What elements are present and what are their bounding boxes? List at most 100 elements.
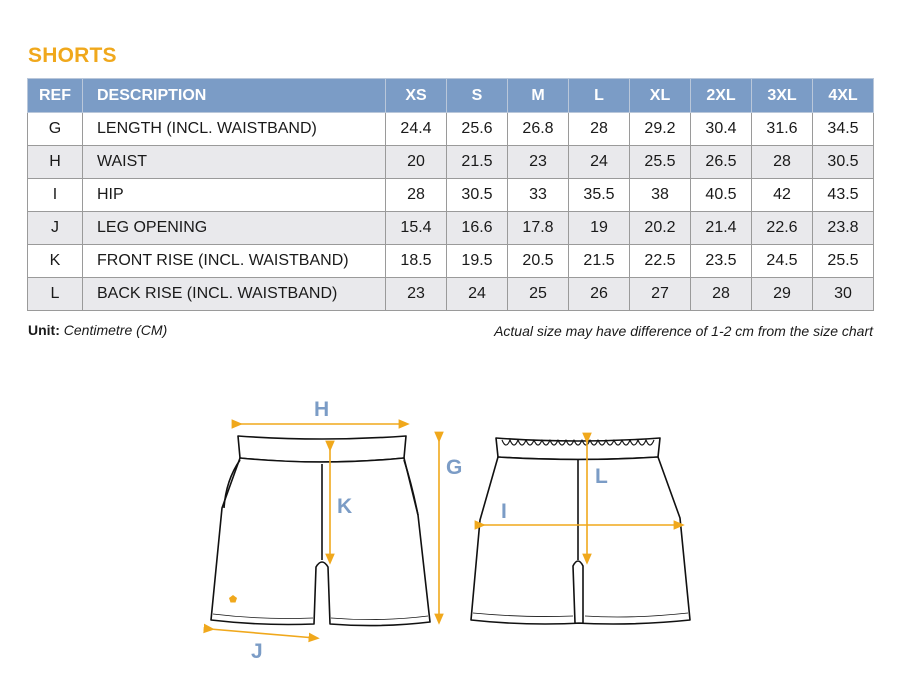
header-ref: REF bbox=[27, 78, 83, 113]
table-header-row: REF DESCRIPTION XS S M L XL 2XL 3XL 4XL bbox=[27, 78, 874, 113]
table-row-length: G LENGTH (INCL. WAISTBAND) 24.4 25.6 26.… bbox=[27, 112, 874, 146]
row-ref: L bbox=[27, 277, 83, 311]
cell-m: 20.5 bbox=[507, 244, 569, 278]
label-i: I bbox=[501, 500, 507, 523]
cell-s: 21.5 bbox=[446, 145, 508, 179]
back-right-hem bbox=[584, 612, 689, 618]
cell-2xl: 26.5 bbox=[690, 145, 752, 179]
label-k: K bbox=[337, 495, 352, 518]
cell-4xl: 30 bbox=[812, 277, 874, 311]
cell-4xl: 34.5 bbox=[812, 112, 874, 146]
cell-3xl: 31.6 bbox=[751, 112, 813, 146]
front-left-pocket bbox=[223, 459, 241, 509]
cell-xl: 22.5 bbox=[629, 244, 691, 278]
cell-xl: 27 bbox=[629, 277, 691, 311]
label-l: L bbox=[595, 465, 608, 488]
cell-xs: 23 bbox=[385, 277, 447, 311]
logo-mark bbox=[229, 595, 237, 603]
cell-3xl: 28 bbox=[751, 145, 813, 179]
header-description: DESCRIPTION bbox=[82, 78, 386, 113]
row-description: FRONT RISE (INCL. WAISTBAND) bbox=[82, 244, 386, 278]
back-waistband bbox=[495, 437, 661, 461]
back-left-hem bbox=[472, 612, 574, 617]
front-body bbox=[210, 457, 431, 627]
cell-xs: 15.4 bbox=[385, 211, 447, 245]
cell-m: 17.8 bbox=[507, 211, 569, 245]
header-size-xs: XS bbox=[385, 78, 447, 113]
shorts-measurement-diagram: H K J G L I bbox=[203, 398, 691, 663]
row-description: WAIST bbox=[82, 145, 386, 179]
header-size-2xl: 2XL bbox=[690, 78, 752, 113]
header-size-3xl: 3XL bbox=[751, 78, 813, 113]
row-description: HIP bbox=[82, 178, 386, 212]
cell-xl: 20.2 bbox=[629, 211, 691, 245]
cell-xl: 38 bbox=[629, 178, 691, 212]
measure-j-line bbox=[203, 623, 320, 643]
size-chart-table: REF DESCRIPTION XS S M L XL 2XL 3XL 4XL … bbox=[27, 78, 874, 311]
front-left-hem bbox=[212, 613, 314, 619]
row-ref: G bbox=[27, 112, 83, 146]
front-right-pocket bbox=[403, 459, 419, 516]
header-size-4xl: 4XL bbox=[812, 78, 874, 113]
page-title: SHORTS bbox=[28, 44, 117, 67]
back-elastic-gathers bbox=[501, 439, 655, 446]
cell-l: 24 bbox=[568, 145, 630, 179]
cell-2xl: 21.4 bbox=[690, 211, 752, 245]
header-size-xl: XL bbox=[629, 78, 691, 113]
label-g: G bbox=[446, 456, 462, 479]
cell-s: 19.5 bbox=[446, 244, 508, 278]
row-ref: H bbox=[27, 145, 83, 179]
unit-label: Unit: bbox=[28, 322, 60, 338]
cell-xs: 24.4 bbox=[385, 112, 447, 146]
unit-note: Unit: Centimetre (CM) bbox=[28, 322, 167, 338]
cell-3xl: 42 bbox=[751, 178, 813, 212]
row-ref: J bbox=[27, 211, 83, 245]
unit-value: Centimetre (CM) bbox=[63, 322, 168, 338]
cell-s: 30.5 bbox=[446, 178, 508, 212]
cell-l: 26 bbox=[568, 277, 630, 311]
row-ref: I bbox=[27, 178, 83, 212]
cell-4xl: 23.8 bbox=[812, 211, 874, 245]
label-j: J bbox=[251, 640, 263, 663]
row-ref: K bbox=[27, 244, 83, 278]
cell-4xl: 25.5 bbox=[812, 244, 874, 278]
cell-l: 35.5 bbox=[568, 178, 630, 212]
cell-xl: 29.2 bbox=[629, 112, 691, 146]
cell-s: 25.6 bbox=[446, 112, 508, 146]
back-shorts-drawing bbox=[470, 437, 691, 625]
cell-l: 28 bbox=[568, 112, 630, 146]
front-shorts-drawing bbox=[210, 435, 431, 627]
cell-3xl: 29 bbox=[751, 277, 813, 311]
label-h: H bbox=[314, 398, 329, 421]
table-row-hip: I HIP 28 30.5 33 35.5 38 40.5 42 43.5 bbox=[27, 178, 874, 212]
cell-2xl: 23.5 bbox=[690, 244, 752, 278]
cell-m: 23 bbox=[507, 145, 569, 179]
row-description: LENGTH (INCL. WAISTBAND) bbox=[82, 112, 386, 146]
cell-2xl: 40.5 bbox=[690, 178, 752, 212]
cell-m: 26.8 bbox=[507, 112, 569, 146]
table-row-back-rise: L BACK RISE (INCL. WAISTBAND) 23 24 25 2… bbox=[27, 277, 874, 311]
header-size-m: M bbox=[507, 78, 569, 113]
cell-4xl: 43.5 bbox=[812, 178, 874, 212]
back-body bbox=[470, 456, 691, 625]
table-row-front-rise: K FRONT RISE (INCL. WAISTBAND) 18.5 19.5… bbox=[27, 244, 874, 278]
row-description: BACK RISE (INCL. WAISTBAND) bbox=[82, 277, 386, 311]
cell-2xl: 30.4 bbox=[690, 112, 752, 146]
row-description: LEG OPENING bbox=[82, 211, 386, 245]
front-waistband bbox=[237, 435, 407, 463]
cell-m: 33 bbox=[507, 178, 569, 212]
cell-xs: 18.5 bbox=[385, 244, 447, 278]
table-row-waist: H WAIST 20 21.5 23 24 25.5 26.5 28 30.5 bbox=[27, 145, 874, 179]
table-row-leg-opening: J LEG OPENING 15.4 16.6 17.8 19 20.2 21.… bbox=[27, 211, 874, 245]
header-size-s: S bbox=[446, 78, 508, 113]
cell-xs: 28 bbox=[385, 178, 447, 212]
cell-2xl: 28 bbox=[690, 277, 752, 311]
cell-3xl: 24.5 bbox=[751, 244, 813, 278]
cell-m: 25 bbox=[507, 277, 569, 311]
cell-4xl: 30.5 bbox=[812, 145, 874, 179]
cell-xl: 25.5 bbox=[629, 145, 691, 179]
size-disclaimer: Actual size may have difference of 1-2 c… bbox=[494, 323, 873, 339]
cell-s: 24 bbox=[446, 277, 508, 311]
cell-l: 19 bbox=[568, 211, 630, 245]
header-size-l: L bbox=[568, 78, 630, 113]
